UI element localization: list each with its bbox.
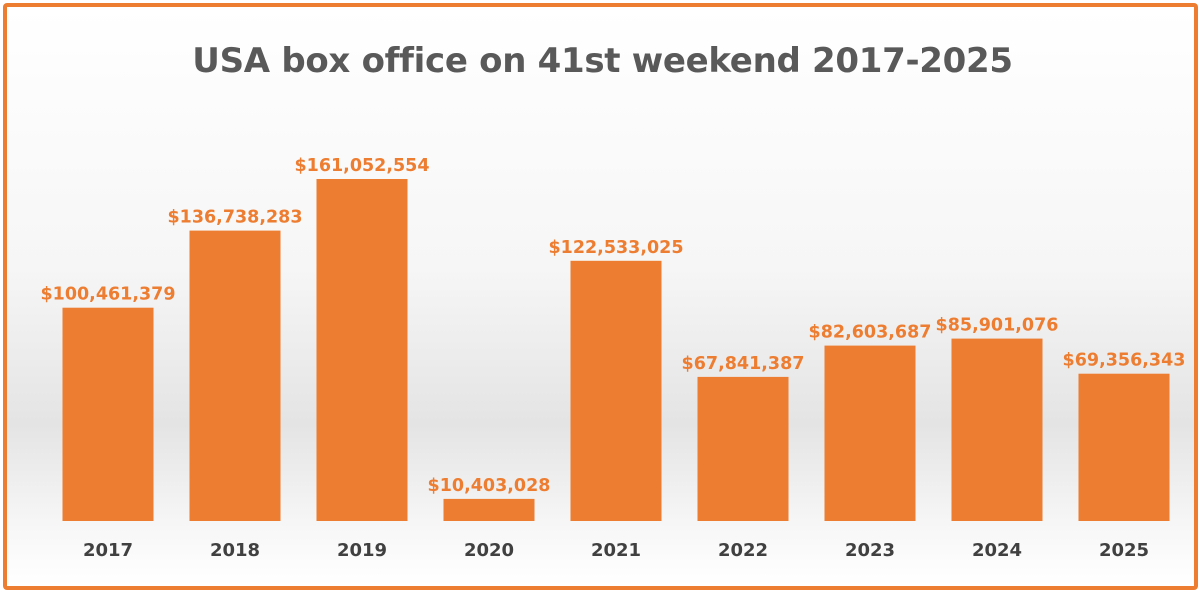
bar-2018 xyxy=(189,230,281,521)
bar-chart: $100,461,379 $136,738,283 $161,052,554 $10,… xyxy=(40,156,1185,561)
data-labels-group: $100,461,379 $136,738,283 $161,052,554 $10,… xyxy=(40,156,1185,496)
bar-2023 xyxy=(824,345,916,521)
bar-2022 xyxy=(697,376,789,521)
x-tick-label-2017: 2017 xyxy=(83,540,133,561)
bar-2021 xyxy=(570,260,662,521)
data-label-2021: $122,533,025 xyxy=(548,238,683,258)
bar-2024 xyxy=(951,338,1043,521)
chart-frame: USA box office on 41st weekend 2017-2025… xyxy=(3,3,1198,590)
chart-title: USA box office on 41st weekend 2017-2025 xyxy=(192,41,1013,81)
data-label-2020: $10,403,028 xyxy=(428,476,551,496)
bar-2019 xyxy=(316,179,408,521)
x-tick-label-2023: 2023 xyxy=(845,540,895,561)
x-tick-label-2025: 2025 xyxy=(1099,540,1149,561)
data-label-2023: $82,603,687 xyxy=(809,323,932,343)
x-tick-label-2021: 2021 xyxy=(591,540,641,561)
x-axis-tick-labels: 2017 2018 2019 2020 2021 2022 2023 2024 2025 xyxy=(83,540,1149,561)
bar-2025 xyxy=(1078,373,1170,521)
data-label-2017: $100,461,379 xyxy=(40,285,175,305)
x-tick-label-2020: 2020 xyxy=(464,540,514,561)
bars-group xyxy=(62,179,1170,521)
x-tick-label-2019: 2019 xyxy=(337,540,387,561)
data-label-2025: $69,356,343 xyxy=(1063,351,1186,371)
x-tick-label-2018: 2018 xyxy=(210,540,260,561)
data-label-2024: $85,901,076 xyxy=(936,316,1059,336)
data-label-2018: $136,738,283 xyxy=(167,208,302,228)
data-label-2019: $161,052,554 xyxy=(294,156,429,176)
data-label-2022: $67,841,387 xyxy=(682,354,805,374)
bar-2017 xyxy=(62,307,154,521)
x-tick-label-2022: 2022 xyxy=(718,540,768,561)
x-tick-label-2024: 2024 xyxy=(972,540,1022,561)
bar-2020 xyxy=(443,498,535,521)
